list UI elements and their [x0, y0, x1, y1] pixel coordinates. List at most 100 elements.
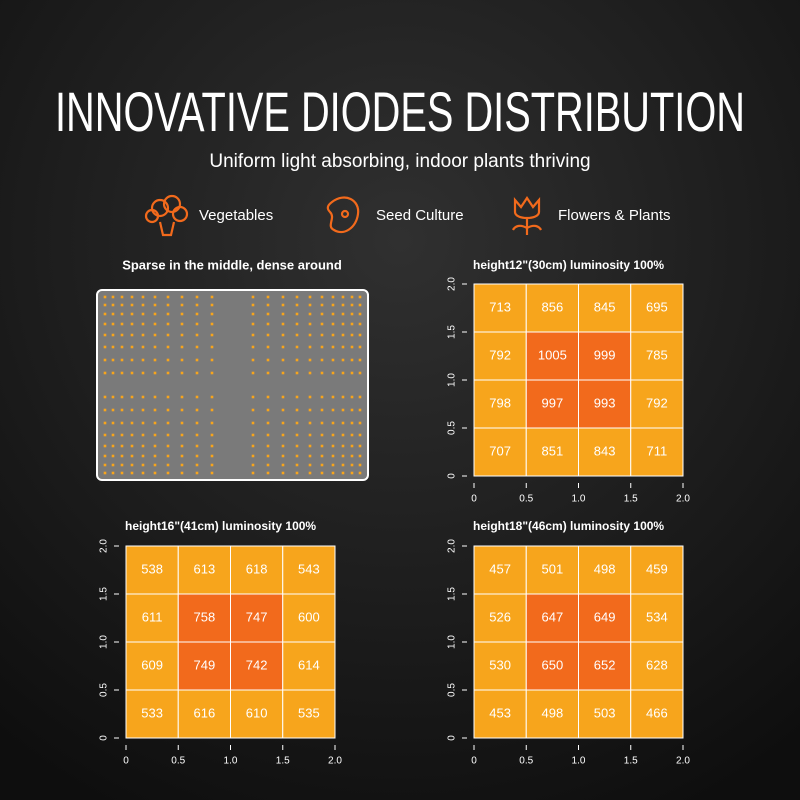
- led: [320, 433, 324, 437]
- led: [266, 454, 270, 458]
- led: [266, 322, 270, 326]
- led: [166, 345, 170, 349]
- cell: [177, 641, 231, 691]
- cell-value: 845: [594, 299, 616, 314]
- x-tick-label: 1.0: [224, 756, 238, 767]
- cell-value: 997: [542, 395, 564, 410]
- led: [341, 312, 345, 316]
- y-tick-label: 1.5: [447, 325, 458, 339]
- led: [141, 295, 145, 299]
- led: [120, 358, 124, 362]
- led: [341, 322, 345, 326]
- led: [141, 312, 145, 316]
- led: [341, 358, 345, 362]
- led: [308, 433, 312, 437]
- led: [130, 433, 134, 437]
- led: [281, 454, 285, 458]
- led: [153, 358, 157, 362]
- led: [210, 463, 214, 467]
- led: [341, 345, 345, 349]
- led: [251, 408, 255, 412]
- cell-value: 611: [142, 609, 163, 624]
- cell: [525, 641, 579, 691]
- led: [195, 312, 199, 316]
- led: [195, 358, 199, 362]
- led: [120, 312, 124, 316]
- led: [130, 454, 134, 458]
- led: [281, 433, 285, 437]
- cell-value: 618: [246, 561, 268, 576]
- cell-value: 747: [246, 609, 268, 624]
- led: [281, 444, 285, 448]
- led: [180, 433, 184, 437]
- x-tick-label: 0.5: [519, 494, 533, 505]
- led: [308, 333, 312, 337]
- led: [120, 454, 124, 458]
- led: [210, 444, 214, 448]
- led: [153, 322, 157, 326]
- led: [358, 454, 362, 458]
- x-tick-label: 1.0: [572, 756, 586, 767]
- icons: [144, 194, 542, 237]
- led: [331, 345, 335, 349]
- led: [210, 395, 214, 399]
- led: [350, 322, 354, 326]
- led: [341, 303, 345, 307]
- led: [266, 463, 270, 467]
- feature-label: Flowers & Plants: [558, 207, 671, 224]
- led: [153, 471, 157, 475]
- cell-value: 628: [646, 657, 668, 672]
- led: [195, 444, 199, 448]
- led: [153, 421, 157, 425]
- led: [358, 444, 362, 448]
- led: [295, 312, 299, 316]
- led: [295, 358, 299, 362]
- led: [130, 295, 134, 299]
- led: [166, 312, 170, 316]
- led: [251, 395, 255, 399]
- led: [141, 371, 145, 375]
- led: [210, 333, 214, 337]
- led: [120, 345, 124, 349]
- cell: [177, 593, 231, 643]
- led: [266, 333, 270, 337]
- led: [153, 295, 157, 299]
- cell-value: 650: [542, 657, 564, 672]
- led: [141, 463, 145, 467]
- led: [103, 463, 107, 467]
- led: [295, 295, 299, 299]
- x-tick-label: 0: [471, 756, 477, 767]
- y-tick-label: 0.5: [99, 683, 110, 697]
- led: [103, 454, 107, 458]
- led: [251, 358, 255, 362]
- led: [320, 312, 324, 316]
- led: [111, 433, 115, 437]
- led: [130, 444, 134, 448]
- led: [308, 471, 312, 475]
- led: [281, 333, 285, 337]
- cell-value: 758: [194, 609, 216, 624]
- x-tick-label: 0.5: [519, 756, 533, 767]
- led: [308, 395, 312, 399]
- y-tick-label: 1.5: [447, 587, 458, 601]
- led: [358, 395, 362, 399]
- led: [195, 421, 199, 425]
- led: [320, 421, 324, 425]
- cell: [282, 641, 336, 691]
- cell: [525, 689, 579, 739]
- led: [358, 303, 362, 307]
- led: [166, 303, 170, 307]
- led: [153, 395, 157, 399]
- led: [120, 395, 124, 399]
- led: [111, 421, 115, 425]
- led: [166, 333, 170, 337]
- cell-value: 647: [542, 609, 564, 624]
- led: [320, 333, 324, 337]
- led: [103, 433, 107, 437]
- led: [331, 471, 335, 475]
- cell: [578, 689, 632, 739]
- cell-value: 498: [542, 705, 564, 720]
- led: [153, 333, 157, 337]
- led: [180, 371, 184, 375]
- led: [103, 421, 107, 425]
